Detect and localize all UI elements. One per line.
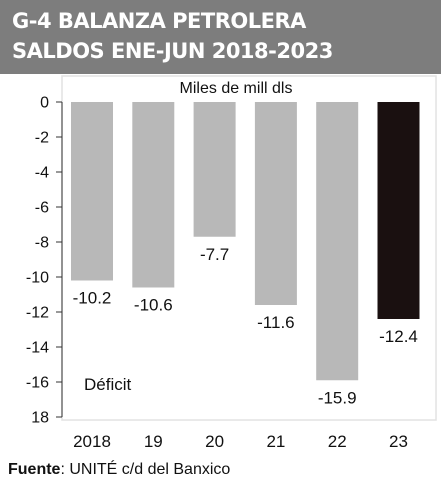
bar-value-label: -11.6 — [257, 313, 295, 332]
category-label: 22 — [328, 432, 347, 451]
bar — [193, 102, 236, 237]
bar-value-label: -15.9 — [318, 388, 357, 407]
bar-value-label: -7.7 — [200, 245, 229, 264]
chart-title-line2: SALDOS ENE-JUN 2018-2023 — [12, 39, 333, 63]
category-label: 23 — [389, 432, 408, 451]
chart-header: G-4 BALANZA PETROLERA SALDOS ENE-JUN 201… — [0, 0, 441, 74]
source-note: Fuente: UNITÉ c/d del Banxico — [8, 461, 230, 479]
category-label: 2018 — [73, 432, 111, 451]
y-tick-label: -10 — [26, 270, 49, 287]
bar — [71, 102, 113, 281]
category-label: 21 — [266, 432, 285, 451]
bar-chart: Miles de mill dls 0 -2 -4 -6 -8 -10 -12 -14 -16 18… — [26, 75, 437, 451]
category-label: 20 — [205, 432, 224, 451]
source-label: Fuente — [8, 461, 61, 478]
y-tick-label: 18 — [31, 410, 49, 427]
unit-label: Miles de mill dls — [180, 80, 293, 97]
deficit-annotation: Déficit — [84, 375, 132, 394]
y-tick-label: -4 — [35, 165, 49, 182]
category-label: 19 — [144, 432, 163, 451]
source-text: : UNITÉ c/d del Banxico — [60, 461, 231, 478]
y-tick-label: 0 — [40, 95, 49, 112]
y-tick-label: -14 — [26, 340, 49, 357]
y-tick-label: -12 — [26, 305, 49, 322]
y-tick-label: -2 — [35, 130, 49, 147]
bar — [316, 102, 359, 381]
y-tick-label: -8 — [35, 235, 49, 252]
chart-title-line1: G-4 BALANZA PETROLERA — [12, 9, 306, 33]
bar-value-label: -10.6 — [134, 296, 173, 315]
bar — [377, 102, 420, 319]
y-tick-label: -6 — [35, 200, 49, 217]
bar-value-label: -10.2 — [73, 289, 112, 308]
bar — [254, 102, 297, 305]
y-tick-label: -16 — [26, 375, 49, 392]
bar-value-label: -12.4 — [379, 327, 418, 346]
bar — [132, 102, 175, 288]
